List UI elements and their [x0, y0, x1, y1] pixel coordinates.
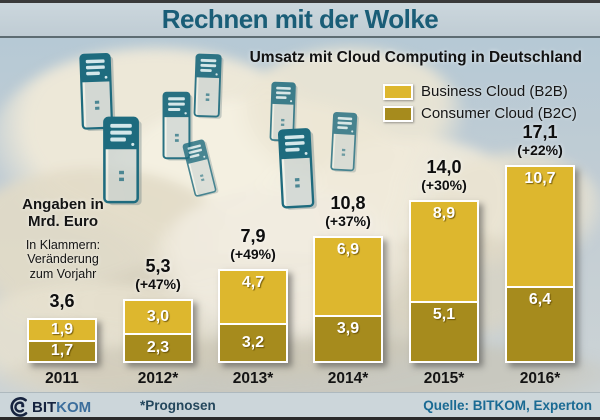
total-value: 3,6: [49, 291, 75, 312]
segment-value: 5,1: [432, 306, 456, 324]
bitkom-logo-text: BITKOM: [32, 398, 92, 416]
server-icon: [329, 111, 360, 174]
total-pct-change: (+37%): [325, 213, 371, 230]
x-axis-label: 2016*: [519, 370, 561, 387]
parentheses-note: In Klammern: Veränderung zum Vorjahr: [4, 238, 122, 281]
server-icon: [174, 136, 229, 202]
prognosen-note: *Prognosen: [140, 398, 216, 413]
segment-b2b: 10,7: [507, 166, 573, 289]
total-label: 14,0 (+30%): [396, 158, 492, 193]
segment-value: 3,0: [146, 307, 170, 325]
segment-b2c: 3,2: [220, 324, 286, 361]
server-icon: [101, 116, 145, 208]
units-note-line: Angaben in: [22, 196, 104, 213]
server-icon: [268, 68, 299, 159]
segment-value: 8,9: [432, 205, 456, 223]
legend-label: Consumer Cloud (B2C): [421, 105, 577, 122]
header-band: Rechnen mit der Wolke: [0, 0, 600, 38]
total-pct-change: (+22%): [517, 141, 563, 158]
segment-value: 1,9: [50, 320, 74, 338]
x-axis-label: 2015*: [423, 370, 465, 387]
total-label: 5,3 (+47%): [110, 255, 206, 292]
total-value: 17,1: [522, 121, 558, 142]
stacked-bar-2015: 8,9 5,1: [409, 200, 479, 363]
server-icon: [193, 48, 226, 127]
stacked-bar-2016: 10,7 6,4: [505, 164, 575, 363]
segment-b2c: 1,7: [29, 341, 95, 361]
units-note-line: Mrd. Euro: [28, 213, 98, 231]
chart-area: Umsatz mit Cloud Computing in Deutschlan…: [0, 38, 600, 392]
footer-band: BITKOM *Prognosen Quelle: BITKOM, Expert…: [0, 392, 600, 420]
segment-b2c: 2,3: [125, 334, 191, 361]
server-icon: [273, 127, 323, 213]
segment-value: 6,4: [528, 291, 552, 309]
segment-value: 2,3: [146, 338, 170, 356]
parentheses-note-line: Veränderung: [27, 252, 99, 267]
chart-subtitle: Umsatz mit Cloud Computing in Deutschlan…: [249, 49, 582, 66]
total-pct-change: (+30%): [421, 177, 467, 194]
segment-b2c: 5,1: [411, 303, 477, 361]
total-pct-change: (+49%): [230, 246, 276, 263]
segment-value: 3,9: [336, 319, 360, 337]
legend: Business Cloud (B2B) Consumer Cloud (B2C…: [383, 81, 577, 125]
total-label: 7,9 (+49%): [205, 227, 301, 262]
stacked-bar-2014: 6,9 3,9: [313, 236, 383, 363]
units-note: Angaben in Mrd. Euro: [4, 196, 122, 231]
segment-b2c: 6,4: [507, 288, 573, 361]
legend-swatch: [383, 105, 413, 122]
server-icon: [78, 47, 117, 138]
stacked-bar-2013: 4,7 3,2: [218, 269, 288, 363]
segment-b2b: 4,7: [220, 271, 286, 325]
x-axis-label: 2014*: [327, 370, 369, 387]
segment-b2b: 3,0: [125, 300, 191, 335]
bitkom-logo-mark: [10, 397, 28, 417]
segment-value: 3,2: [241, 333, 265, 351]
total-value: 7,9: [240, 226, 266, 247]
segment-b2c: 3,9: [315, 316, 381, 361]
legend-item: Consumer Cloud (B2C): [383, 103, 577, 124]
segment-value: 6,9: [336, 241, 360, 259]
legend-item: Business Cloud (B2B): [383, 81, 577, 102]
segment-b2b: 1,9: [29, 320, 95, 342]
legend-swatch: [383, 83, 413, 100]
segment-b2b: 6,9: [315, 238, 381, 317]
server-icon: [162, 74, 194, 180]
x-axis-label: 2012*: [137, 370, 179, 387]
page-title: Rechnen mit der Wolke: [161, 4, 439, 34]
total-label: 3,6: [14, 292, 110, 311]
total-value: 5,3: [145, 255, 171, 276]
total-value: 10,8: [330, 193, 366, 214]
x-axis-label: 2013*: [232, 370, 274, 387]
server-icons-layer: [0, 38, 600, 392]
source-credit: Quelle: BITKOM, Experton: [423, 398, 592, 413]
segment-value: 4,7: [241, 274, 265, 292]
total-label: 17,1 (+22%): [492, 123, 588, 158]
legend-label: Business Cloud (B2B): [421, 83, 568, 100]
total-value: 14,0: [426, 157, 462, 178]
stacked-bar-2011: 1,9 1,7: [27, 318, 97, 363]
x-axis-label: 2011: [45, 370, 79, 387]
segment-value: 10,7: [524, 169, 556, 187]
segment-value: 1,7: [50, 342, 74, 360]
parentheses-note-line: In Klammern:: [25, 238, 101, 252]
total-label: 10,8 (+37%): [300, 194, 396, 229]
stacked-bar-2012: 3,0 2,3: [123, 298, 193, 363]
total-pct-change: (+47%): [135, 275, 181, 292]
bitkom-logo: BITKOM: [8, 396, 91, 418]
parentheses-note-line: zum Vorjahr: [29, 266, 97, 281]
segment-b2b: 8,9: [411, 202, 477, 304]
